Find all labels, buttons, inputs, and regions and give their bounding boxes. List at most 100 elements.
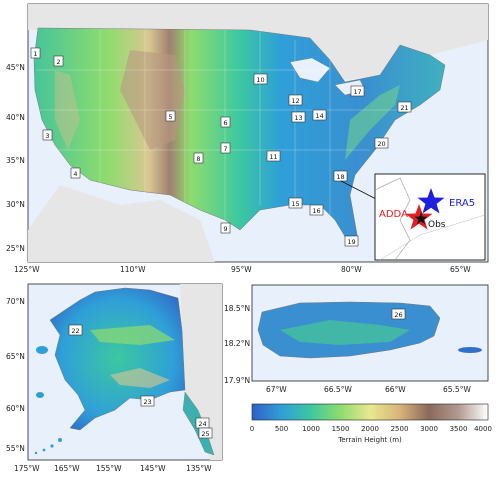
site-label: 11 — [269, 153, 277, 161]
site-label: 1 — [33, 50, 37, 58]
site-marker: 23 — [140, 395, 155, 407]
alaska-lon-tick: 175°W — [14, 464, 40, 473]
site-marker: 13 — [291, 111, 306, 123]
alaska-map-panel: 70°N 65°N 60°N 55°N 175°W 165°W 155°W 14… — [6, 283, 223, 473]
site-marker: 20 — [374, 137, 389, 149]
site-marker: 22 — [68, 324, 83, 336]
pr-lat-tick: 18.5°N — [224, 304, 250, 313]
colorbar-gradient — [251, 403, 489, 421]
inset-boundary — [379, 214, 486, 261]
canada-landmass — [28, 4, 488, 80]
site-label: 2 — [56, 58, 60, 66]
site-marker: 25 — [198, 427, 213, 439]
colorbar-tick: 1000 — [302, 425, 320, 433]
pr-lon-tick: 66°W — [385, 385, 406, 394]
brooks-range — [90, 325, 175, 345]
alaska-range — [110, 368, 170, 388]
site-label: 6 — [223, 119, 227, 127]
conus-lon-tick: 125°W — [14, 265, 40, 274]
aleutian-islands — [34, 346, 62, 455]
site-label: 26 — [394, 311, 402, 319]
adda-label: ADDA — [379, 209, 408, 220]
alaska-lat-tick: 55°N — [6, 444, 25, 453]
site-label: 19 — [347, 238, 355, 246]
inset-coastline — [374, 177, 411, 261]
site-marker: 18 — [333, 170, 348, 182]
pr-lat-tick: 17.9°N — [224, 376, 250, 385]
site-label: 9 — [223, 225, 227, 233]
terrain-colorbar: 0 500 1000 1500 2000 2500 3000 3500 4000… — [250, 403, 492, 444]
site-label: 22 — [71, 327, 79, 335]
site-marker: 16 — [309, 204, 324, 216]
conus-lat-tick: 30°N — [6, 200, 25, 209]
site-label: 10 — [256, 76, 264, 84]
alaska-terrain — [49, 287, 186, 431]
site-label: 18 — [336, 173, 344, 181]
mexico-landmass — [28, 185, 215, 262]
site-marker: 5 — [165, 110, 176, 122]
site-label: 16 — [312, 207, 320, 215]
site-label: 3 — [45, 132, 49, 140]
alaska-lon-tick: 165°W — [54, 464, 80, 473]
alaska-lon-tick: 135°W — [186, 464, 212, 473]
pr-lat-tick: 18.2°N — [224, 339, 250, 348]
site-marker: 9 — [220, 222, 231, 234]
canada-yukon — [180, 284, 222, 460]
site-marker: 19 — [344, 235, 359, 247]
site-label: 21 — [400, 104, 408, 112]
site-marker: 26 — [391, 308, 406, 320]
colorbar-tick: 2500 — [391, 425, 409, 433]
site-marker: 3 — [42, 129, 53, 141]
conus-map-panel: 45°N 40°N 35°N 30°N 25°N 125°W 110°W 95°… — [6, 3, 489, 274]
site-marker: 6 — [220, 116, 231, 128]
site-label: 8 — [196, 155, 200, 163]
site-marker: 8 — [193, 152, 204, 164]
site-marker: 21 — [397, 101, 412, 113]
site-label: 5 — [168, 113, 172, 121]
site-marker: 10 — [253, 73, 268, 85]
appalachians — [345, 85, 400, 160]
colorbar-tick: 0 — [250, 425, 254, 433]
era5-star-icon — [417, 188, 445, 214]
site-label: 25 — [201, 430, 209, 438]
conus-lat-tick: 25°N — [6, 244, 25, 253]
inset-frame — [374, 173, 486, 261]
puerto-rico-map-panel: 18.5°N 18.2°N 17.9°N 67°W 66.5°W 66°W 65… — [224, 284, 489, 394]
colorbar-tick: 4000 — [474, 425, 492, 433]
cordillera-central — [280, 320, 410, 345]
site-label: 20 — [377, 140, 385, 148]
pr-lon-tick: 67°W — [266, 385, 287, 394]
era5-label: ERA5 — [449, 198, 475, 209]
site-marker: 7 — [220, 142, 231, 154]
inset-connector — [340, 180, 379, 201]
alaska-lon-tick: 145°W — [140, 464, 166, 473]
colorbar-label: Terrain Height (m) — [337, 436, 402, 444]
site-marker: 2 — [53, 55, 64, 67]
site-label: 17 — [353, 88, 361, 96]
conus-lon-tick: 110°W — [120, 265, 146, 274]
site-markers-alaska: 22 23 24 25 — [68, 324, 213, 439]
site-marker: 24 — [195, 417, 210, 429]
conus-lat-tick: 35°N — [6, 156, 25, 165]
site-marker: 1 — [30, 47, 41, 59]
conus-lon-tick: 80°W — [341, 265, 362, 274]
site-markers-pr: 26 — [391, 308, 406, 320]
site-label: 4 — [73, 170, 77, 178]
conus-lat-tick: 40°N — [6, 113, 25, 122]
site-label: 12 — [291, 97, 299, 105]
site-label: 13 — [294, 114, 302, 122]
colorbar-tick: 1500 — [332, 425, 350, 433]
site-marker: 12 — [288, 94, 303, 106]
alaska-lat-tick: 60°N — [6, 404, 25, 413]
colorbar-tick: 500 — [275, 425, 288, 433]
site-label: 14 — [315, 112, 323, 120]
pr-lon-tick: 65.5°W — [443, 385, 471, 394]
rocky-mountains — [120, 50, 185, 150]
site-marker: 15 — [288, 197, 303, 209]
site-label: 23 — [143, 398, 151, 406]
alaska-lat-tick: 65°N — [6, 352, 25, 361]
colorbar-tick: 2000 — [361, 425, 379, 433]
site-label: 15 — [291, 200, 299, 208]
vieques-island — [458, 347, 482, 353]
